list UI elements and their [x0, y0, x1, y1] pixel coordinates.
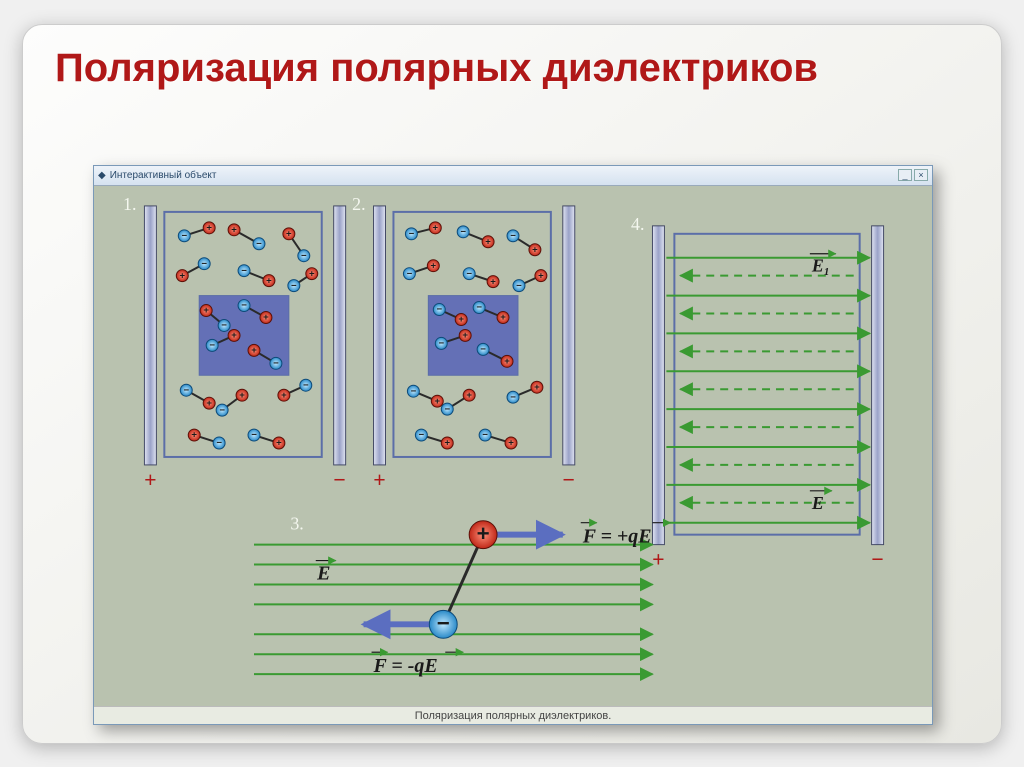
svg-text:+: +: [490, 276, 496, 287]
svg-text:−: −: [209, 340, 215, 351]
svg-text:−: −: [411, 385, 417, 396]
svg-text:−: −: [333, 466, 345, 491]
svg-text:−: −: [460, 226, 466, 237]
close-icon[interactable]: ×: [914, 169, 928, 181]
svg-text:−: −: [251, 429, 257, 440]
svg-text:+: +: [231, 330, 237, 341]
svg-text:−: −: [219, 404, 225, 415]
svg-text:+: +: [466, 389, 472, 400]
svg-text:+: +: [458, 314, 464, 325]
svg-text:−: −: [510, 230, 516, 241]
svg-text:+: +: [251, 345, 257, 356]
svg-text:−: −: [181, 230, 187, 241]
svg-text:+: +: [652, 546, 664, 571]
svg-text:+: +: [263, 312, 269, 323]
svg-text:+: +: [500, 312, 506, 323]
svg-text:−: −: [241, 300, 247, 311]
svg-text:−: −: [256, 238, 262, 249]
svg-text:−: −: [409, 228, 415, 239]
svg-text:−: −: [510, 391, 516, 402]
svg-text:−: −: [301, 250, 307, 261]
window-caption: Поляризация полярных диэлектриков.: [94, 706, 932, 724]
svg-text:−: −: [291, 280, 297, 291]
svg-text:+: +: [508, 437, 514, 448]
svg-text:+: +: [179, 270, 185, 281]
svg-text:−: −: [221, 320, 227, 331]
svg-text:4.: 4.: [631, 213, 644, 233]
svg-text:E: E: [811, 492, 824, 512]
svg-text:+: +: [532, 244, 538, 255]
svg-text:−: −: [303, 379, 309, 390]
svg-text:+: +: [231, 224, 237, 235]
slide-title: Поляризация полярных диэлектриков: [55, 47, 969, 89]
svg-text:+: +: [435, 395, 441, 406]
svg-text:+: +: [431, 260, 437, 271]
svg-text:E: E: [316, 562, 330, 584]
svg-text:+: +: [433, 222, 439, 233]
svg-text:+: +: [538, 270, 544, 281]
svg-text:F = -qE: F = -qE: [373, 655, 438, 677]
svg-text:−: −: [516, 280, 522, 291]
svg-text:1.: 1.: [123, 193, 136, 213]
svg-text:+: +: [206, 222, 212, 233]
svg-text:−: −: [871, 546, 883, 571]
svg-text:−: −: [273, 358, 279, 369]
svg-text:+: +: [239, 389, 245, 400]
svg-text:+: +: [286, 228, 292, 239]
window-titlebar: ◆ Интерактивный объект _ ×: [94, 166, 932, 186]
svg-text:F = +qE: F = +qE: [582, 525, 652, 547]
svg-text:−: −: [437, 610, 450, 635]
svg-text:+: +: [485, 236, 491, 247]
svg-text:+: +: [203, 305, 209, 316]
svg-text:−: −: [419, 429, 425, 440]
diagram-window: ◆ Интерактивный объект _ ×: [93, 165, 933, 725]
svg-text:−: −: [480, 344, 486, 355]
svg-text:+: +: [144, 466, 156, 491]
svg-text:+: +: [373, 466, 385, 491]
slide: Поляризация полярных диэлектриков ◆ Инте…: [22, 24, 1002, 744]
svg-text:+: +: [444, 437, 450, 448]
svg-text:+: +: [266, 275, 272, 286]
svg-text:−: −: [466, 268, 472, 279]
window-title: Интерактивный объект: [110, 170, 217, 181]
svg-text:+: +: [462, 330, 468, 341]
svg-text:−: −: [476, 302, 482, 313]
svg-text:+: +: [534, 381, 540, 392]
svg-text:−: −: [438, 338, 444, 349]
minimize-icon[interactable]: _: [898, 169, 912, 181]
diagram-canvas: 1.+−−++−+−+−−+−++−−+−++−−++−+−+−−+2.+−−+…: [94, 186, 932, 706]
svg-text:−: −: [482, 429, 488, 440]
svg-text:3.: 3.: [290, 513, 303, 533]
svg-text:−: −: [241, 265, 247, 276]
svg-text:+: +: [281, 389, 287, 400]
diagram-svg: 1.+−−++−+−+−−+−++−−+−++−−++−+−+−−+2.+−−+…: [94, 186, 932, 706]
svg-text:−: −: [563, 466, 575, 491]
svg-text:+: +: [206, 397, 212, 408]
svg-text:2.: 2.: [352, 193, 365, 213]
svg-text:−: −: [444, 403, 450, 414]
svg-text:−: −: [407, 268, 413, 279]
svg-text:−: −: [216, 437, 222, 448]
svg-text:+: +: [309, 268, 315, 279]
svg-text:+: +: [477, 520, 490, 545]
svg-text:E₁: E₁: [811, 255, 830, 275]
svg-text:+: +: [191, 429, 197, 440]
svg-text:−: −: [183, 384, 189, 395]
svg-text:+: +: [504, 356, 510, 367]
svg-text:+: +: [276, 437, 282, 448]
svg-text:−: −: [436, 304, 442, 315]
svg-text:−: −: [201, 258, 207, 269]
window-app-icon: ◆: [98, 170, 106, 181]
